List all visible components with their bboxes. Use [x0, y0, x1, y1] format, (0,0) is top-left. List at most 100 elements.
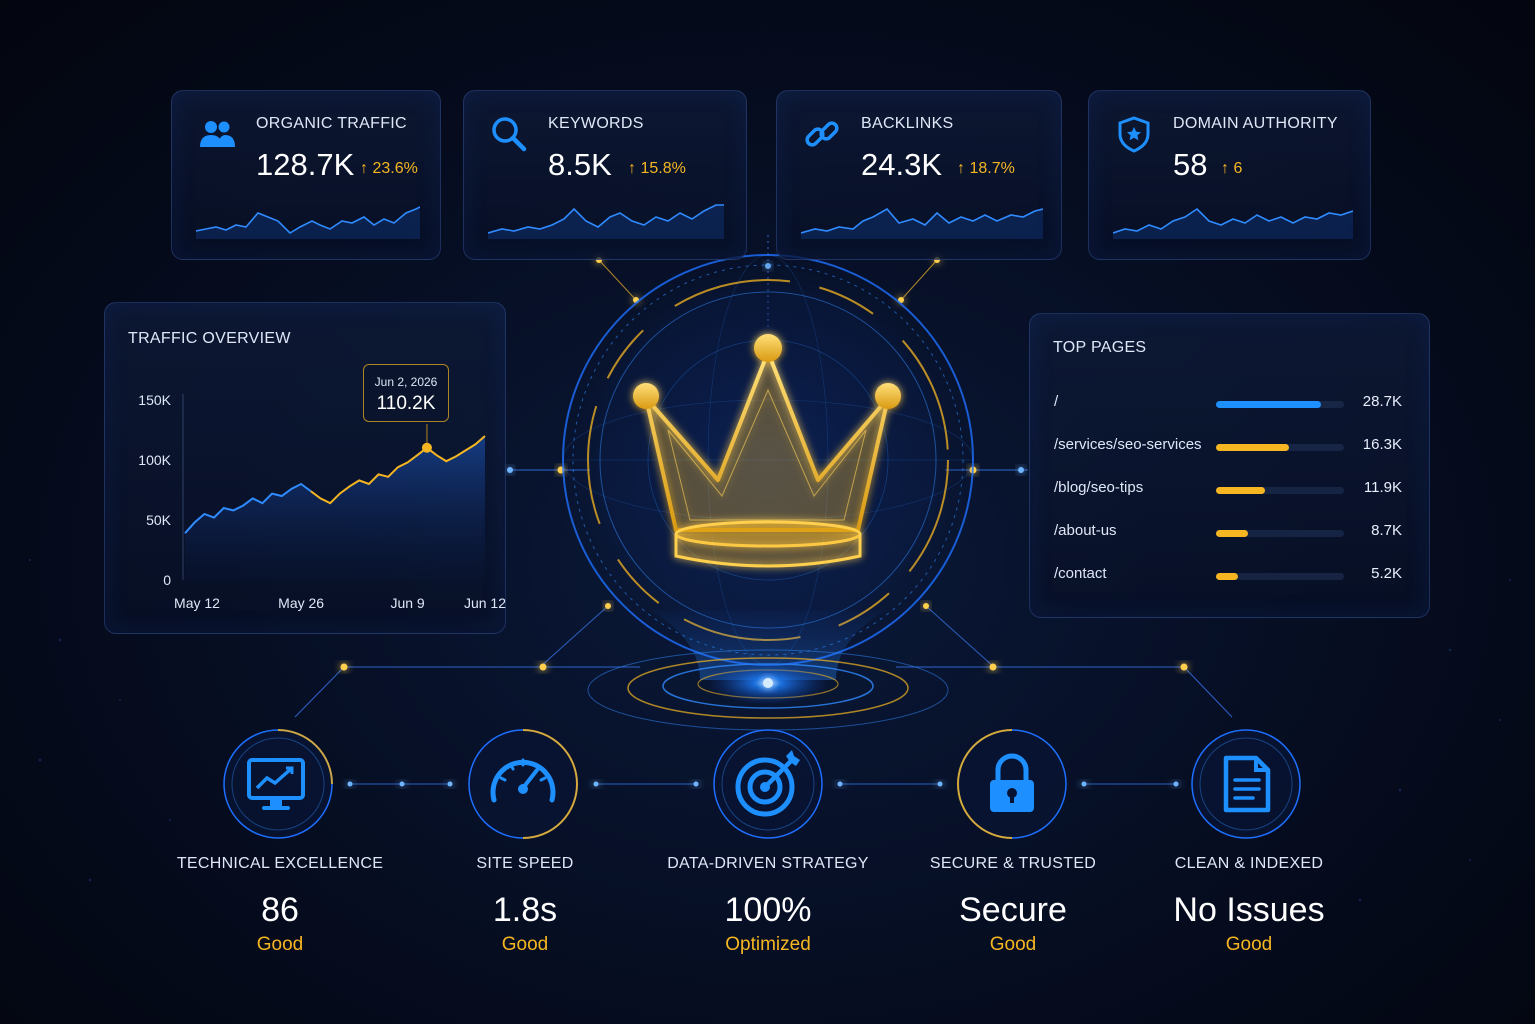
arrow-up-icon: ↑ — [957, 160, 965, 177]
area-fill — [185, 436, 485, 580]
crown-icon — [633, 334, 901, 568]
stat-value: 58 — [1173, 147, 1208, 182]
stat-delta: ↑ 23.6% — [360, 160, 418, 177]
shield-star-icon — [1118, 116, 1150, 153]
metric-site-speed: SITE SPEED 1.8s Good — [405, 855, 645, 956]
sparkline — [488, 204, 724, 239]
metric-label: TECHNICAL EXCELLENCE — [176, 855, 384, 872]
y-tick-label: 50K — [146, 512, 172, 528]
metric-value: 1.8s — [492, 891, 558, 929]
page-path: /about-us — [1054, 522, 1117, 539]
x-tick-label: Jun 12 — [464, 595, 506, 611]
bar-track — [1216, 573, 1344, 580]
stat-value: 128.7K — [256, 147, 355, 182]
sparkline — [1113, 207, 1353, 239]
stat-card-backlinks[interactable]: BACKLINKS 24.3K ↑ 18.7% — [776, 90, 1062, 260]
y-tick-label: 0 — [163, 572, 171, 588]
series-line-blue — [184, 482, 312, 534]
arrow-up-icon: ↑ — [360, 160, 368, 177]
stat-card-keywords[interactable]: KEYWORDS 8.5K ↑ 15.8% — [463, 90, 747, 260]
sparkline — [801, 207, 1043, 239]
arrow-up-icon: ↑ — [628, 160, 636, 177]
x-tick-label: Jun 9 — [390, 595, 424, 611]
top-page-row[interactable]: / 28.7K — [1054, 391, 1402, 415]
top-page-row[interactable]: /services/seo-services 16.3K — [1054, 434, 1402, 458]
secure-trusted-ring[interactable] — [954, 726, 1070, 842]
search-icon — [492, 117, 527, 152]
top-page-row[interactable]: /blog/seo-tips 11.9K — [1054, 477, 1402, 501]
metric-value: Secure — [959, 891, 1067, 929]
target-icon — [735, 750, 800, 817]
page-value: 16.3K — [1362, 436, 1402, 453]
page-path: /blog/seo-tips — [1054, 479, 1144, 496]
stat-label: KEYWORDS — [548, 115, 644, 132]
highlight-point[interactable] — [421, 442, 432, 453]
y-tick-label: 150K — [138, 392, 171, 408]
site-speed-ring[interactable] — [465, 726, 581, 842]
series-line-gold — [310, 435, 486, 505]
panel-title: TRAFFIC OVERVIEW — [128, 330, 291, 347]
page-value: 8.7K — [1371, 522, 1402, 539]
clean-indexed-ring[interactable] — [1188, 726, 1304, 842]
metric-status: Optimized — [725, 934, 811, 955]
arrow-up-icon: ↑ — [1221, 160, 1229, 177]
chart-tooltip: Jun 2, 2026 110.2K — [363, 364, 449, 422]
metric-status: Good — [1225, 934, 1273, 955]
metric-data-driven-strategy: DATA-DRIVEN STRATEGY 100% Optimized — [648, 855, 888, 956]
traffic-overview-panel: TRAFFIC OVERVIEW 150K 100K 50K 0 May 12 May 2… — [104, 302, 506, 634]
stat-value: 24.3K — [861, 147, 943, 182]
metric-label: DATA-DRIVEN STRATEGY — [667, 855, 869, 872]
metric-status: Good — [256, 934, 304, 955]
x-tick-label: May 26 — [278, 595, 324, 611]
bar-fill — [1216, 401, 1321, 408]
tooltip-date: Jun 2, 2026 — [374, 375, 438, 389]
sparkline — [196, 206, 420, 239]
data-driven-strategy-ring[interactable] — [710, 726, 826, 842]
bar-track — [1216, 487, 1344, 494]
link-icon — [805, 121, 839, 147]
stat-label: BACKLINKS — [861, 115, 954, 132]
metric-label: SECURE & TRUSTED — [929, 855, 1097, 872]
page-value: 28.7K — [1362, 393, 1402, 410]
top-page-row[interactable]: /contact 5.2K — [1054, 563, 1402, 587]
page-path: /contact — [1054, 565, 1107, 582]
top-page-row[interactable]: /about-us 8.7K — [1054, 520, 1402, 544]
stat-delta: ↑ 18.7% — [957, 160, 1015, 177]
metric-status: Good — [501, 934, 549, 955]
stat-value: 8.5K — [548, 147, 612, 182]
metric-label: SITE SPEED — [476, 855, 574, 872]
document-icon — [1223, 755, 1271, 813]
stat-label: DOMAIN AUTHORITY — [1173, 115, 1338, 132]
bar-track — [1216, 401, 1344, 408]
stat-label: ORGANIC TRAFFIC — [256, 115, 407, 132]
bar-fill — [1216, 530, 1248, 537]
metric-status: Good — [989, 934, 1037, 955]
x-tick-label: May 12 — [174, 595, 220, 611]
top-pages-panel: TOP PAGES / 28.7K /services/seo-services… — [1029, 313, 1430, 618]
metric-value: 100% — [724, 891, 812, 929]
bar-fill — [1216, 487, 1265, 494]
metric-value: No Issues — [1173, 891, 1325, 929]
bar-track — [1216, 530, 1344, 537]
metric-technical-excellence: TECHNICAL EXCELLENCE 86 Good — [160, 855, 400, 956]
metric-label: CLEAN & INDEXED — [1174, 855, 1324, 872]
technical-excellence-ring[interactable] — [220, 726, 336, 842]
page-value: 5.2K — [1371, 565, 1402, 582]
users-icon — [200, 121, 235, 147]
page-path: /services/seo-services — [1054, 436, 1202, 453]
page-value: 11.9K — [1363, 479, 1402, 496]
page-path: / — [1054, 393, 1059, 410]
stat-card-domain-authority[interactable]: DOMAIN AUTHORITY 58 ↑ 6 — [1088, 90, 1371, 260]
lock-icon — [990, 753, 1034, 812]
bar-fill — [1216, 444, 1289, 451]
bar-fill — [1216, 573, 1238, 580]
monitor-chart-icon — [247, 758, 305, 810]
speedometer-icon — [490, 758, 556, 803]
stat-card-organic-traffic[interactable]: ORGANIC TRAFFIC 128.7K ↑ 23.6% — [171, 90, 441, 260]
panel-title: TOP PAGES — [1053, 339, 1147, 356]
stat-delta: ↑ 15.8% — [628, 160, 686, 177]
metric-clean-indexed: CLEAN & INDEXED No Issues Good — [1129, 855, 1369, 956]
y-tick-label: 100K — [138, 452, 171, 468]
